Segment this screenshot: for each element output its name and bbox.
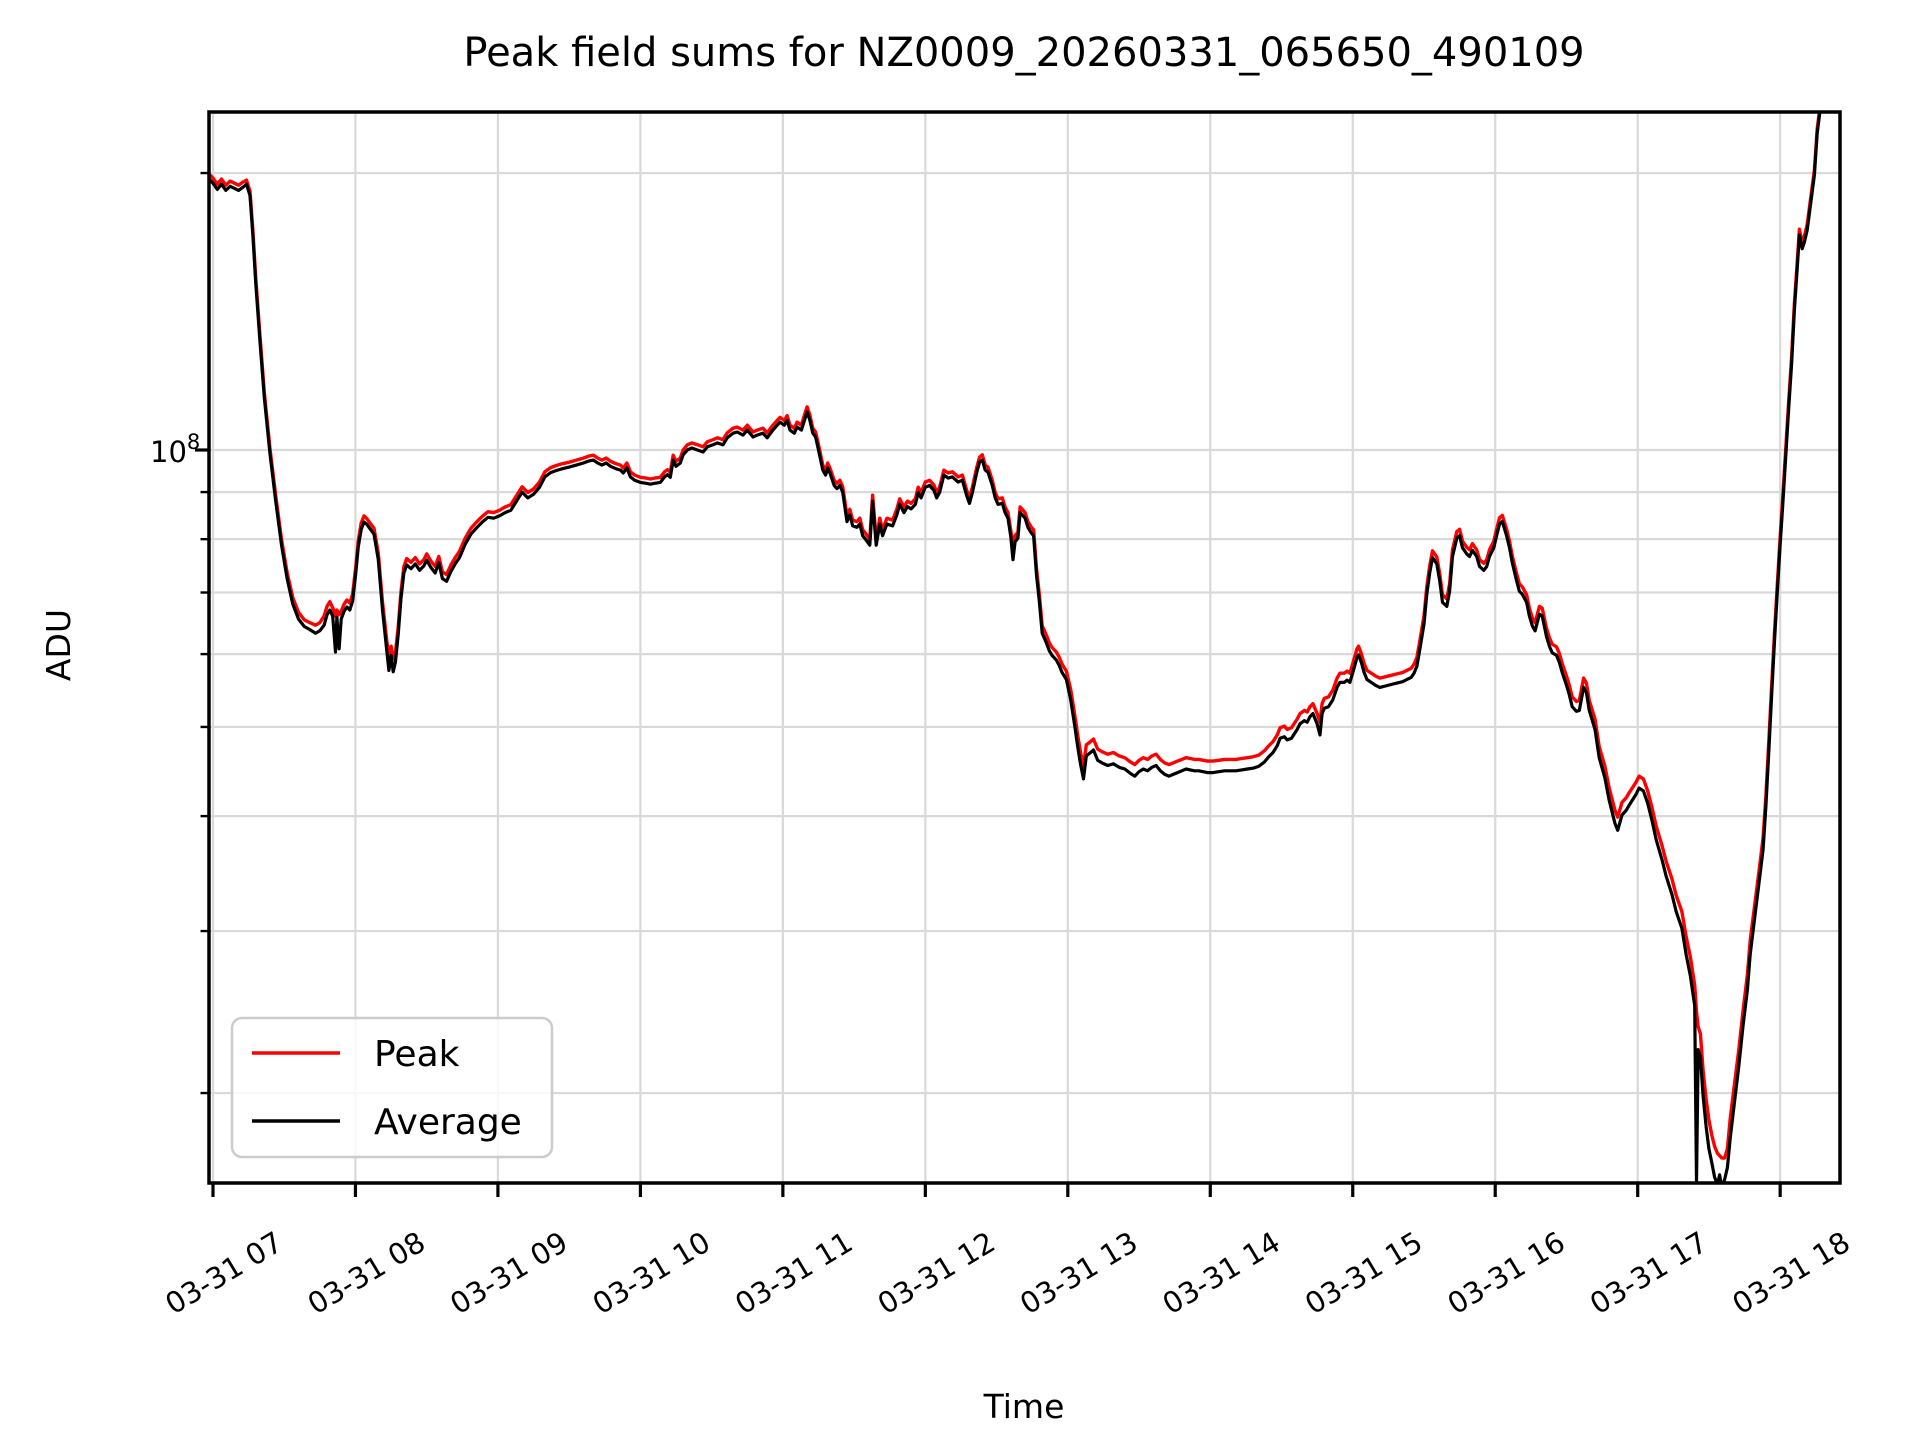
legend: Peak Average: [230, 1016, 554, 1159]
x-tick-label: 03-31 16: [1442, 1225, 1571, 1321]
page-title: Peak field sums for NZ0009_20260331_0656…: [463, 30, 1584, 76]
gridlines: [209, 112, 1840, 1183]
legend-label-average: Average: [374, 1102, 522, 1143]
x-tick-label: 03-31 17: [1584, 1225, 1713, 1321]
legend-label-peak: Peak: [374, 1034, 460, 1075]
x-tick-label: 03-31 11: [729, 1225, 858, 1321]
x-tick-label: 03-31 10: [587, 1225, 716, 1321]
x-tick-label: 03-31 13: [1014, 1225, 1143, 1321]
plot-border: [207, 110, 1842, 1185]
x-tick-label: 03-31 14: [1157, 1225, 1286, 1321]
x-tick-label: 03-31 15: [1299, 1225, 1428, 1321]
x-tick-label: 03-31 08: [302, 1225, 431, 1321]
x-tick-label: 03-31 09: [444, 1225, 573, 1321]
data-series: [209, 112, 1822, 1183]
axis-ticks: [195, 171, 1782, 1197]
x-tick-label: 03-31 18: [1726, 1225, 1855, 1321]
y-tick-label: 108: [150, 430, 200, 469]
x-tick-label: 03-31 07: [159, 1225, 288, 1321]
series-path-peak: [209, 112, 1822, 1160]
y-tick-exponent: 8: [187, 430, 200, 454]
series-path-average: [209, 112, 1822, 1183]
y-axis-label: ADU: [39, 609, 78, 681]
x-tick-label: 03-31 12: [872, 1225, 1001, 1321]
y-tick-base: 10: [150, 435, 187, 469]
x-tick-labels: 03-31 07 03-31 08 03-31 09 03-31 10 03-31 11…: [159, 1225, 1855, 1321]
x-axis-label: Time: [983, 1387, 1065, 1426]
